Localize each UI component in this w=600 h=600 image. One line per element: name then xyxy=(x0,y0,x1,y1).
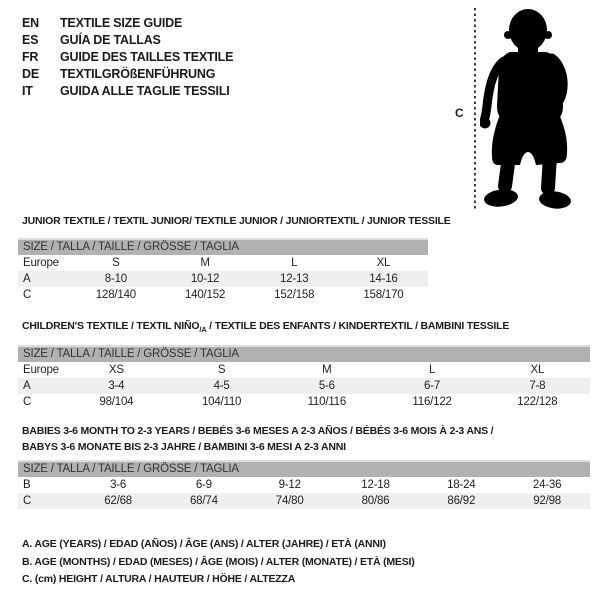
cell: S xyxy=(217,364,226,376)
children-title-sub: /A xyxy=(199,325,207,335)
height-measure-label: C xyxy=(455,106,464,120)
cell: 152/158 xyxy=(274,289,315,301)
cell: 86/92 xyxy=(447,495,476,507)
cell: XS xyxy=(108,364,124,376)
lang-label: GUIDE DES TAILLES TEXTILE xyxy=(60,50,234,64)
row-label: Europe xyxy=(23,364,59,376)
children-table-title: CHILDREN'S TEXTILE / TEXTIL NIÑO/A / TEX… xyxy=(22,320,509,334)
table-row: C 128/140 140/152 152/158 158/170 xyxy=(18,287,428,303)
baby-silhouette-icon xyxy=(480,9,571,209)
cell: 24-36 xyxy=(532,479,562,491)
lang-code: ES xyxy=(22,33,39,47)
footnote-a: A. AGE (YEARS) / EDAD (AÑOS) / ÂGE (ANS)… xyxy=(22,538,386,550)
cell: 68/74 xyxy=(189,495,218,507)
row-label: C xyxy=(23,396,32,408)
cell: 92/98 xyxy=(533,495,561,507)
cell: 4-5 xyxy=(213,380,230,392)
language-title-list: EN TEXTILE SIZE GUIDE ES GUÍA DE TALLAS … xyxy=(22,15,233,100)
cell: 74/80 xyxy=(275,495,304,507)
lang-row-de: DE TEXTILGRÖßENFÜHRUNG xyxy=(22,66,233,83)
lang-label: GUIDA ALLE TAGLIE TESSILI xyxy=(60,84,230,98)
cell: 5-6 xyxy=(318,380,335,392)
lang-row-es: ES GUÍA DE TALLAS xyxy=(22,32,233,49)
cell: L xyxy=(428,364,436,376)
cell: M xyxy=(200,257,210,269)
row-label: Europe xyxy=(23,257,59,269)
junior-table-title: JUNIOR TEXTILE / TEXTIL JUNIOR/ TEXTILE … xyxy=(22,215,451,227)
cell: 18-24 xyxy=(447,479,476,491)
cell: 110/116 xyxy=(307,396,347,408)
children-title-text: / TEXTILE DES ENFANTS / KINDERTEXTIL / B… xyxy=(206,320,510,332)
cell: XL xyxy=(376,257,391,269)
cell: 122/128 xyxy=(517,396,558,408)
size-header-bar: SIZE / TALLA / TAILLE / GRÖSSE / TAGLIA xyxy=(18,345,590,362)
children-size-table: SIZE / TALLA / TAILLE / GRÖSSE / TAGLIA … xyxy=(18,345,590,410)
cell: 12-13 xyxy=(280,273,309,285)
cell: 3-4 xyxy=(108,380,125,392)
lang-label: TEXTILE SIZE GUIDE xyxy=(60,16,183,30)
lang-code: DE xyxy=(22,67,39,81)
cell: 3-6 xyxy=(110,479,127,491)
children-title-text: CHILDREN'S TEXTILE / TEXTIL NIÑO xyxy=(22,320,200,332)
cell: XL xyxy=(530,364,545,376)
cell: 9-12 xyxy=(278,479,301,491)
lang-label: GUÍA DE TALLAS xyxy=(60,33,161,47)
junior-size-table: SIZE / TALLA / TAILLE / GRÖSSE / TAGLIA … xyxy=(18,238,428,303)
lang-code: FR xyxy=(22,50,39,64)
row-label: B xyxy=(23,479,31,491)
junior-table-grid: Europe S M L XL A 8-10 10-12 12-13 14-16… xyxy=(18,255,428,303)
lang-label: TEXTILGRÖßENFÜHRUNG xyxy=(60,67,216,81)
footnotes: A. AGE (YEARS) / EDAD (AÑOS) / ÂGE (ANS)… xyxy=(22,536,415,589)
size-header-bar: SIZE / TALLA / TAILLE / GRÖSSE / TAGLIA xyxy=(18,238,428,255)
table-row: C 98/104 104/110 110/116 116/122 122/128 xyxy=(18,394,590,410)
babies-title-line2: BABYS 3-6 MONATE BIS 2-3 JAHRE / BAMBINI… xyxy=(22,441,346,453)
footnote-c: C. (cm) HEIGHT / ALTURA / HAUTEUR / HÖHE… xyxy=(22,573,296,585)
lang-code: EN xyxy=(22,16,39,30)
babies-size-table: SIZE / TALLA / TAILLE / GRÖSSE / TAGLIA … xyxy=(18,460,590,509)
size-header-bar: SIZE / TALLA / TAILLE / GRÖSSE / TAGLIA xyxy=(18,460,590,477)
row-label: C xyxy=(23,495,32,507)
cell: 7-8 xyxy=(529,380,546,392)
babies-table-grid: B 3-6 6-9 9-12 12-18 18-24 24-36 C 62/68… xyxy=(18,477,590,509)
cell: 104/110 xyxy=(201,396,242,408)
table-row: A 3-4 4-5 5-6 6-7 7-8 xyxy=(18,378,590,394)
cell: 80/86 xyxy=(361,495,390,507)
cell: M xyxy=(322,364,332,376)
cell: 8-10 xyxy=(104,273,127,285)
height-measure-dashed-line xyxy=(474,8,476,210)
table-row: Europe S M L XL xyxy=(18,255,428,271)
table-row: A 8-10 10-12 12-13 14-16 xyxy=(18,271,428,287)
cell: 158/170 xyxy=(363,289,404,301)
babies-table-title: BABIES 3-6 MONTH TO 2-3 YEARS / BEBÉS 3-… xyxy=(22,423,494,455)
row-label: C xyxy=(23,289,32,301)
cell: 10-12 xyxy=(190,273,220,285)
cell: 14-16 xyxy=(369,273,398,285)
babies-title-line1: BABIES 3-6 MONTH TO 2-3 YEARS / BEBÉS 3-… xyxy=(22,425,494,437)
table-row: Europe XS S M L XL xyxy=(18,362,590,378)
table-row: B 3-6 6-9 9-12 12-18 18-24 24-36 xyxy=(18,477,590,493)
lang-row-en: EN TEXTILE SIZE GUIDE xyxy=(22,15,233,32)
cell: 140/152 xyxy=(184,289,226,301)
lang-code: IT xyxy=(22,84,33,98)
lang-row-fr: FR GUIDE DES TAILLES TEXTILE xyxy=(22,49,233,66)
row-label: A xyxy=(23,380,31,392)
table-row: C 62/68 68/74 74/80 80/86 86/92 92/98 xyxy=(18,493,590,509)
cell: 6-7 xyxy=(424,380,441,392)
cell: 98/104 xyxy=(99,396,134,408)
cell: S xyxy=(112,257,120,269)
children-table-grid: Europe XS S M L XL A 3-4 4-5 5-6 6-7 7-8… xyxy=(18,362,590,410)
cell: 128/140 xyxy=(95,289,136,301)
cell: 12-18 xyxy=(361,479,390,491)
footnote-b: B. AGE (MONTHS) / EDAD (MESES) / ÂGE (MO… xyxy=(22,555,415,568)
lang-row-it: IT GUIDA ALLE TAGLIE TESSILI xyxy=(22,83,233,100)
cell: L xyxy=(291,257,298,269)
cell: 62/68 xyxy=(104,495,132,507)
row-label: A xyxy=(23,273,31,285)
cell: 6-9 xyxy=(195,479,212,491)
cell: 116/122 xyxy=(412,396,452,408)
